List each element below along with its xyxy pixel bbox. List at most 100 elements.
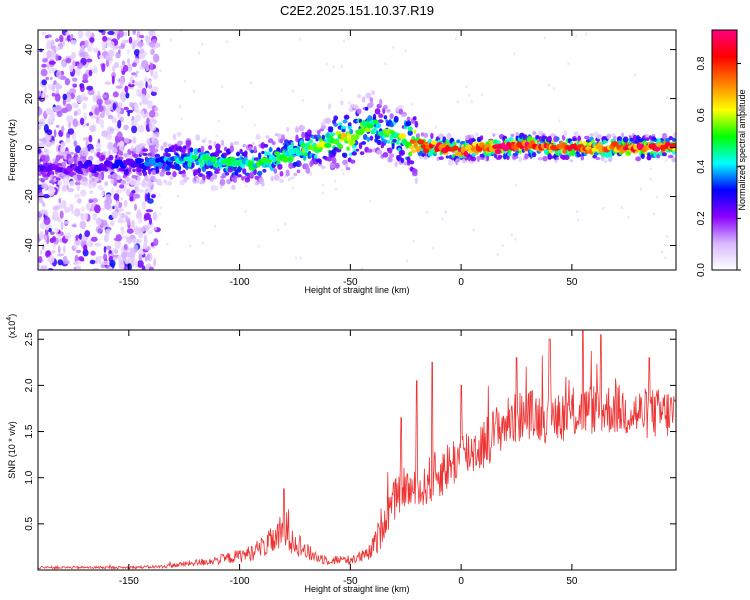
spectrogram-noise-cell — [92, 94, 96, 102]
spectrogram-noise-cell — [74, 193, 80, 198]
spectrogram-noise-cell — [144, 193, 148, 202]
spectrogram-noise-cell — [90, 236, 98, 242]
spectrogram-noise-cell — [576, 218, 580, 222]
spectrogram-noise-cell — [150, 91, 157, 97]
spectrogram-noise-cell — [136, 211, 143, 220]
spectrogram-ridge-cell — [366, 148, 373, 153]
spectrogram-noise-cell — [472, 228, 475, 232]
spectrogram-ridge-cell — [623, 136, 629, 143]
spectrogram-noise-cell — [131, 125, 138, 134]
spectrogram-noise-cell — [118, 217, 124, 223]
spectrogram-noise-cell — [128, 251, 136, 258]
spectrogram-y-tick-label: 0 — [24, 144, 35, 150]
spectrogram-noise-cell — [145, 35, 151, 43]
spectrogram-ridge-cell — [430, 132, 434, 140]
spectrogram-ridge-cell — [512, 152, 519, 157]
spectrogram-ridge-cell — [41, 183, 47, 189]
spectrogram-noise-cell — [112, 205, 115, 210]
spectrogram-noise-cell — [46, 50, 52, 59]
spectrogram-noise-cell — [52, 205, 59, 211]
spectrogram-noise-cell — [431, 246, 435, 250]
spectrogram-ridge-core — [430, 140, 438, 145]
spectrogram-ridge-cell — [383, 139, 388, 144]
spectrogram-noise-cell — [66, 115, 74, 123]
spectrogram-ridge-cell — [84, 146, 88, 154]
spectrogram-ridge-cell — [635, 156, 641, 162]
colorbar-tick-label: 0.2 — [696, 211, 707, 225]
spectrogram-x-tick-label: -50 — [343, 277, 358, 288]
spectrogram-noise-cell — [412, 239, 415, 243]
spectrogram-ridge-cell — [628, 135, 632, 139]
spectrogram-ridge-cell — [69, 180, 75, 187]
spectrogram-ridge-cell — [563, 130, 567, 138]
spectrogram-noise-cell — [152, 211, 158, 221]
spectrogram-ridge-cell — [387, 147, 393, 154]
spectrogram-noise-cell — [85, 203, 91, 211]
colorbar-label: Normalized spectral amplitude — [737, 89, 747, 210]
spectrogram-noise-cell — [97, 255, 103, 260]
spectrogram-ridge-cell — [51, 188, 56, 193]
spectrogram-noise-cell — [79, 84, 85, 93]
spectrogram-noise-cell — [656, 195, 659, 199]
spectrogram-noise-cell — [122, 64, 129, 73]
spectrogram-noise-cell — [104, 99, 112, 106]
spectrogram-ridge-cell — [136, 175, 141, 182]
spectrogram-ridge-cell — [305, 166, 311, 174]
spectrogram-ridge-core — [187, 160, 192, 168]
spectrogram-ridge-cell — [165, 181, 169, 186]
spectrogram-noise-cell — [664, 158, 668, 162]
spectrogram-ridge-cell — [327, 103, 332, 110]
spectrogram-noise-cell — [39, 230, 44, 240]
snr-x-tick-label: -100 — [230, 576, 250, 587]
spectrogram-noise-cell — [138, 93, 146, 98]
spectrogram-ridge-core — [359, 128, 365, 134]
spectrogram-ridge-cell — [58, 155, 64, 159]
spectrogram-noise-cell — [125, 211, 132, 215]
spectrogram-noise-cell — [101, 63, 106, 72]
spectrogram-noise-cell — [465, 85, 468, 89]
snr-y-axis-label: SNR (10 * v/v) — [7, 421, 17, 479]
spectrogram-noise-cell — [149, 110, 156, 118]
spectrogram-noise-cell — [133, 244, 139, 253]
spectrogram-ridge-cell — [296, 169, 301, 174]
snr-y-tick-label: 1.5 — [24, 424, 35, 438]
spectrogram-ridge-cell — [671, 157, 676, 163]
spectrogram-ridge-cell — [225, 172, 230, 176]
spectrogram-noise-cell — [369, 199, 372, 203]
spectrogram-ridge-cell — [142, 170, 148, 177]
spectrogram-ridge-cell — [555, 137, 560, 141]
spectrogram-noise-cell — [639, 187, 643, 191]
spectrogram-noise-cell — [101, 260, 109, 266]
spectrogram-ridge-cell — [220, 139, 225, 147]
spectrogram-noise-cell — [137, 259, 144, 268]
spectrogram-ridge-cell — [300, 142, 306, 149]
snr-x-tick-label: 0 — [458, 576, 464, 587]
spectrogram-ridge-cell — [403, 161, 408, 166]
spectrogram-noise-cell — [192, 89, 195, 93]
spectrogram-ridge-core — [416, 139, 425, 145]
spectrogram-ridge-cell — [195, 177, 200, 184]
spectrogram-ridge-core — [554, 146, 559, 152]
spectrogram-ridge-cell — [150, 144, 156, 151]
spectrogram-noise-cell — [81, 45, 85, 48]
spectrogram-noise-cell — [79, 117, 85, 126]
spectrogram-ridge-cell — [213, 141, 217, 146]
spectrogram-ridge-cell — [532, 152, 537, 158]
spectrogram-noise-cell — [153, 238, 159, 247]
spectrogram-noise-cell — [78, 256, 84, 262]
spectrogram-ridge-cell — [408, 145, 415, 150]
spectrogram-noise-cell — [41, 31, 46, 35]
spectrogram-noise-cell — [51, 235, 57, 243]
spectrogram-noise-cell — [151, 194, 156, 199]
spectrogram-ridge-cell — [110, 168, 115, 173]
spectrogram-noise-cell — [121, 60, 126, 66]
spectrogram-noise-cell — [138, 227, 144, 234]
spectrogram-ridge-cell — [389, 153, 395, 159]
spectrogram-ridge-cell — [399, 149, 405, 156]
spectrogram-ridge-cell — [184, 176, 190, 181]
spectrogram-ridge-core — [209, 156, 218, 163]
spectrogram-noise-cell — [649, 167, 653, 171]
spectrogram-noise-cell — [46, 143, 52, 147]
spectrogram-noise-cell — [496, 252, 499, 257]
spectrogram-noise-cell — [134, 114, 141, 122]
